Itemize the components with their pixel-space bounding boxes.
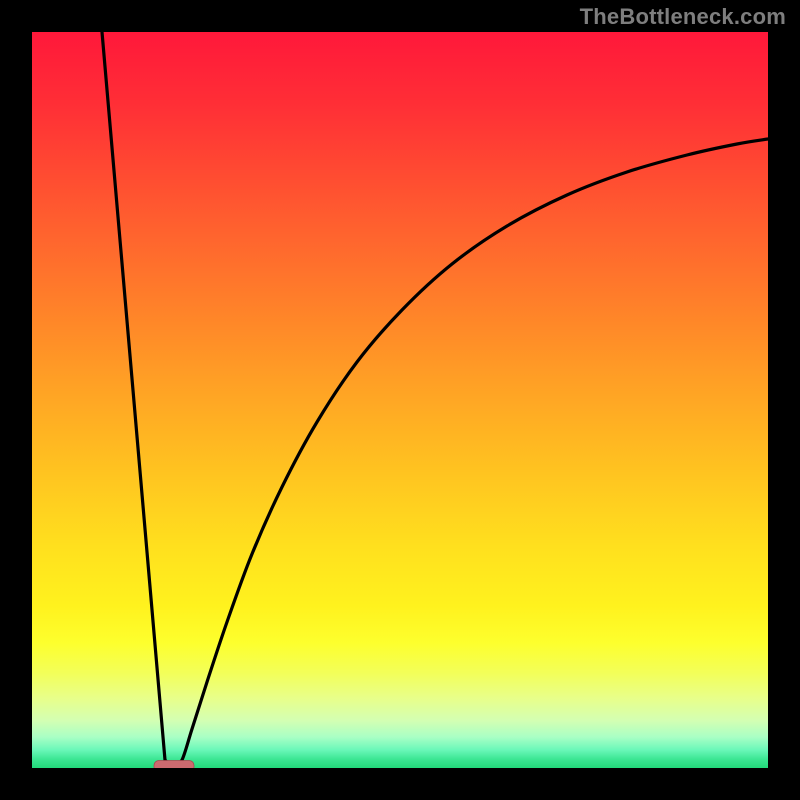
- watermark-text: TheBottleneck.com: [580, 4, 786, 30]
- chart-stage: TheBottleneck.com: [0, 0, 800, 800]
- chart-svg: [0, 0, 800, 800]
- gradient-background: [32, 32, 768, 768]
